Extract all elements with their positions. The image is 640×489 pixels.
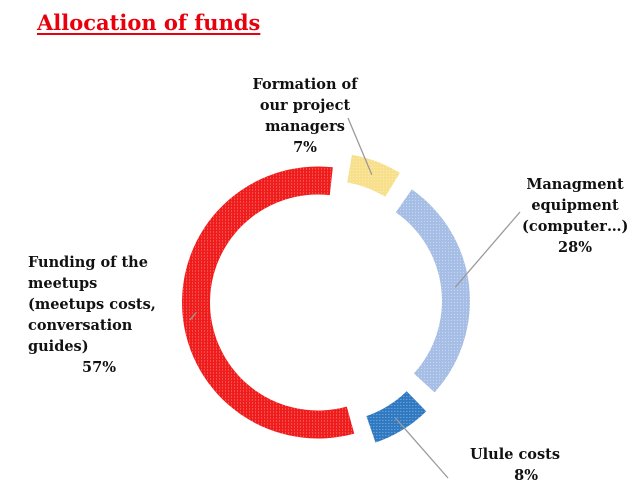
slice-label-line: Formation of — [252, 76, 358, 93]
slice-label-line: (computer…) — [522, 218, 629, 235]
leader-line — [347, 117, 373, 175]
slice-label-line: meetups — [28, 275, 98, 292]
slice-label-line: managers — [265, 118, 345, 135]
slice-label: Managment equipment (computer…) 28% — [522, 174, 628, 258]
donut-slice — [347, 154, 400, 197]
leader-line — [189, 311, 197, 321]
slice-percent: 28% — [558, 239, 592, 256]
donut-slice-texture — [347, 154, 400, 197]
slice-percent: 8% — [514, 467, 538, 484]
donut-slice-texture — [366, 391, 427, 443]
slice-label-line: Ulule costs — [470, 446, 561, 463]
donut-slice — [182, 166, 355, 439]
slice-label-line: our project — [259, 97, 351, 114]
slice-label: Ulule costs 8% — [470, 444, 580, 486]
slice-percent: 7% — [293, 139, 317, 156]
slice-label-line: Funding of the — [28, 254, 148, 271]
leader-line — [454, 211, 521, 288]
slice-label-line: (meetups costs, — [28, 296, 156, 313]
chart-title: Allocation of funds — [37, 10, 261, 35]
slice-percent: 57% — [82, 359, 116, 376]
slice-label-line: Managment — [526, 176, 624, 193]
donut-slice — [395, 189, 470, 393]
donut-slice — [366, 391, 427, 443]
leader-line — [394, 417, 449, 479]
slice-label-line: equipment — [531, 197, 619, 214]
slice-label: Formation of our project managers 7% — [246, 74, 364, 158]
donut-slice-texture — [182, 166, 355, 439]
slice-label: Funding of the meetups (meetups costs, conv… — [28, 252, 168, 378]
slice-label-line: conversation — [28, 317, 133, 334]
donut-slice-texture — [395, 189, 470, 393]
slice-label-line: guides) — [28, 338, 89, 355]
